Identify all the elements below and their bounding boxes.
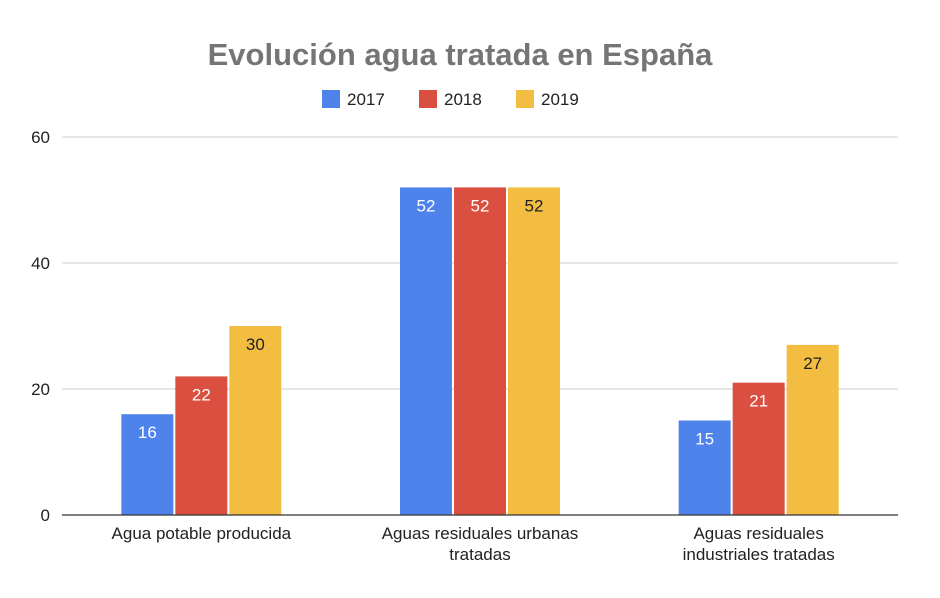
bar-value-label-2017-0: 16 bbox=[138, 423, 157, 442]
category-labels: Agua potable producida Aguas residuales u… bbox=[112, 524, 835, 564]
bar-2019-1 bbox=[508, 187, 560, 515]
bar-2018-0 bbox=[175, 376, 228, 515]
y-tick-label-60: 60 bbox=[31, 128, 50, 147]
chart-title: Evolución agua tratada en España bbox=[208, 37, 714, 72]
legend-swatch-2018 bbox=[419, 90, 437, 108]
bar-2019-2 bbox=[786, 344, 839, 515]
y-axis-ticks: 0 20 40 60 bbox=[31, 128, 50, 525]
bar-2017-2 bbox=[678, 420, 731, 515]
bar-2017-0 bbox=[121, 414, 174, 515]
y-tick-label-0: 0 bbox=[41, 506, 50, 525]
bar-value-label-2017-2: 15 bbox=[695, 430, 714, 449]
bar-2018-2 bbox=[732, 382, 785, 515]
legend-label-2019: 2019 bbox=[541, 90, 579, 109]
category-label-2-0: Aguas residuales bbox=[693, 524, 823, 543]
bar-value-label-2017-1: 52 bbox=[417, 196, 436, 215]
legend-swatch-2017 bbox=[322, 90, 340, 108]
bar-value-label-2018-2: 21 bbox=[749, 392, 768, 411]
bars bbox=[121, 187, 839, 515]
y-tick-label-20: 20 bbox=[31, 380, 50, 399]
legend: 2017 2018 2019 bbox=[322, 90, 579, 109]
bar-value-label-2018-0: 22 bbox=[192, 385, 211, 404]
bar-value-label-2019-2: 27 bbox=[803, 354, 822, 373]
category-label-0-0: Agua potable producida bbox=[112, 524, 292, 543]
category-label-1-1: tratadas bbox=[449, 545, 510, 564]
bar-value-labels: 16 22 30 52 52 52 15 21 27 bbox=[138, 196, 822, 448]
bar-value-label-2018-1: 52 bbox=[471, 196, 490, 215]
y-tick-label-40: 40 bbox=[31, 254, 50, 273]
bar-2019-0 bbox=[229, 326, 282, 515]
category-label-1-0: Aguas residuales urbanas bbox=[382, 524, 579, 543]
legend-swatch-2019 bbox=[516, 90, 534, 108]
legend-label-2018: 2018 bbox=[444, 90, 482, 109]
legend-label-2017: 2017 bbox=[347, 90, 385, 109]
bar-value-label-2019-0: 30 bbox=[246, 335, 265, 354]
bar-2018-1 bbox=[454, 187, 506, 515]
bar-2017-1 bbox=[400, 187, 452, 515]
category-label-2-1: industriales tratadas bbox=[683, 545, 835, 564]
bar-value-label-2019-1: 52 bbox=[525, 196, 544, 215]
